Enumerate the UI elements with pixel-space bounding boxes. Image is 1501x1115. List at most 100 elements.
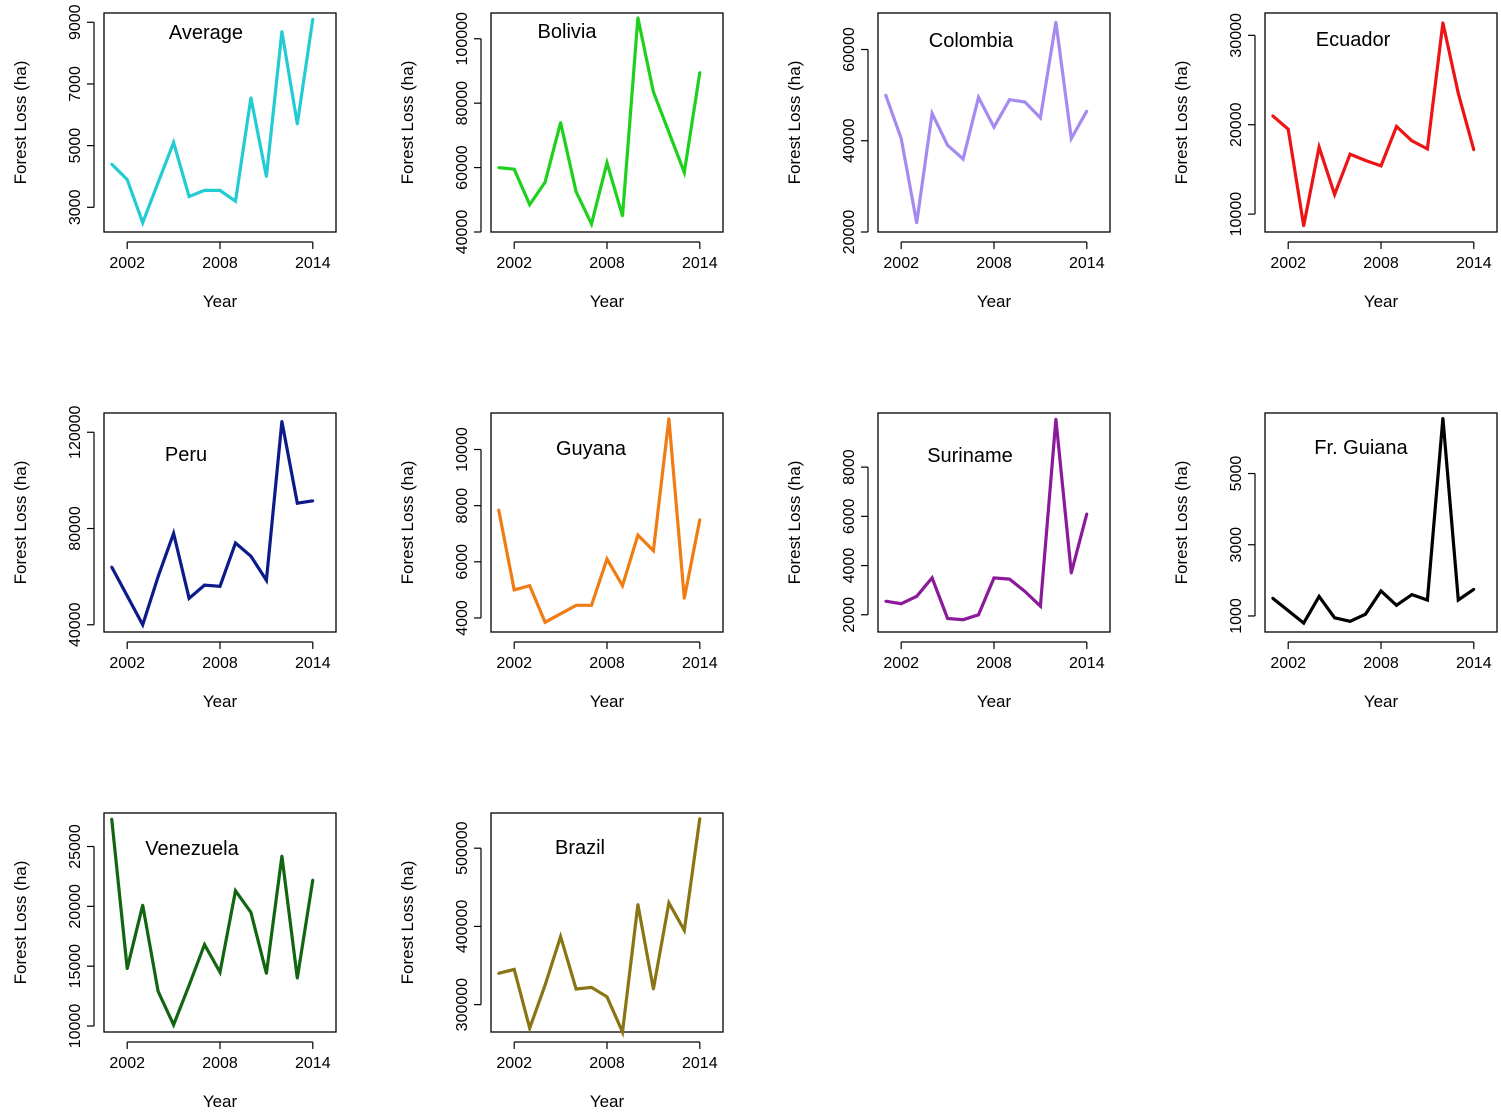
data-point bbox=[265, 578, 268, 582]
data-point bbox=[884, 93, 888, 97]
y-tick-label: 6000 bbox=[841, 498, 858, 534]
data-point bbox=[218, 584, 222, 588]
data-point bbox=[1456, 598, 1460, 602]
x-tick-label: 2002 bbox=[1270, 655, 1306, 672]
data-point bbox=[652, 987, 655, 991]
data-point bbox=[1054, 20, 1058, 24]
data-point bbox=[497, 508, 501, 512]
series-line bbox=[110, 421, 314, 629]
data-point bbox=[1395, 125, 1398, 128]
data-point bbox=[172, 1023, 176, 1027]
data-point bbox=[187, 596, 191, 600]
y-axis-label: Forest Loss (ha) bbox=[398, 861, 417, 985]
y-tick-label: 80000 bbox=[454, 81, 471, 126]
data-point bbox=[156, 575, 160, 579]
data-point bbox=[295, 501, 299, 505]
data-point bbox=[1271, 114, 1275, 118]
data-point bbox=[1008, 98, 1011, 102]
x-tick-label: 2002 bbox=[496, 1055, 532, 1072]
data-point bbox=[543, 180, 547, 184]
x-tick-label: 2008 bbox=[589, 1055, 625, 1072]
data-point bbox=[280, 854, 284, 858]
y-axis-label: Forest Loss (ha) bbox=[11, 861, 30, 985]
chart-panel-peru: 2002 2008 2014 40000 80000 120000 Year Forest L… bbox=[11, 405, 337, 711]
plot-frame bbox=[877, 12, 1111, 233]
data-point bbox=[1379, 589, 1383, 593]
x-tick-label: 2002 bbox=[883, 255, 919, 272]
data-point bbox=[497, 971, 501, 975]
data-point bbox=[141, 903, 145, 907]
y-axis-label: Forest Loss (ha) bbox=[398, 461, 417, 585]
data-point bbox=[528, 1026, 532, 1030]
chart-panel-venezuela: 2002 2008 2014 10000 15000 20000 25000 Year Fore… bbox=[11, 812, 337, 1111]
data-point bbox=[156, 181, 160, 185]
y-tick-label: 5000 bbox=[67, 128, 84, 164]
data-point bbox=[110, 817, 114, 821]
data-point bbox=[1410, 593, 1414, 597]
data-point bbox=[698, 71, 702, 74]
data-point bbox=[543, 983, 547, 987]
x-tick-label: 2008 bbox=[1363, 655, 1399, 672]
data-point bbox=[590, 603, 593, 607]
data-point bbox=[915, 594, 919, 598]
data-point bbox=[125, 594, 129, 598]
data-point bbox=[574, 190, 578, 194]
x-axis-label: Year bbox=[1364, 292, 1399, 311]
data-point bbox=[977, 613, 980, 617]
x-tick-label: 2014 bbox=[295, 655, 331, 672]
chart-panel-brazil: 2002 2008 2014 300000 400000 500000 Year Forest… bbox=[398, 812, 724, 1111]
y-axis-label: Forest Loss (ha) bbox=[785, 461, 804, 585]
data-point bbox=[1271, 596, 1275, 600]
data-point bbox=[528, 203, 532, 207]
x-tick-label: 2014 bbox=[1069, 655, 1105, 672]
series-line bbox=[498, 17, 702, 229]
data-point bbox=[621, 1030, 624, 1034]
data-point bbox=[652, 90, 655, 94]
data-point bbox=[1317, 594, 1321, 598]
data-point bbox=[961, 157, 965, 161]
data-point bbox=[110, 162, 114, 166]
data-point bbox=[559, 121, 562, 124]
data-point bbox=[682, 596, 686, 600]
data-point bbox=[249, 96, 253, 100]
x-axis-label: Year bbox=[590, 1092, 625, 1111]
data-point bbox=[636, 533, 640, 537]
data-point bbox=[1039, 116, 1042, 120]
data-point bbox=[295, 122, 299, 126]
plot-frame bbox=[490, 12, 724, 233]
data-point bbox=[311, 17, 315, 21]
data-point bbox=[1302, 621, 1306, 625]
data-point bbox=[203, 583, 206, 587]
x-tick-label: 2014 bbox=[682, 255, 718, 272]
data-point bbox=[605, 161, 609, 165]
data-point bbox=[280, 420, 284, 423]
y-tick-label: 500000 bbox=[454, 821, 471, 874]
y-tick-label: 4000 bbox=[841, 548, 858, 584]
data-point bbox=[992, 125, 996, 129]
series-line bbox=[498, 818, 702, 1038]
y-tick-label: 7000 bbox=[67, 66, 84, 102]
x-tick-label: 2008 bbox=[976, 255, 1012, 272]
y-tick-label: 4000 bbox=[454, 600, 471, 636]
y-tick-label: 120000 bbox=[67, 405, 84, 458]
y-axis-label: Forest Loss (ha) bbox=[398, 61, 417, 185]
data-point bbox=[1364, 159, 1367, 162]
x-tick-label: 2008 bbox=[589, 655, 625, 672]
data-point bbox=[265, 971, 268, 975]
plot-frame bbox=[490, 412, 724, 633]
y-axis-label: Forest Loss (ha) bbox=[1172, 461, 1191, 585]
y-tick-label: 25000 bbox=[67, 824, 84, 869]
plot-frame bbox=[103, 812, 337, 1033]
data-point bbox=[1472, 148, 1476, 152]
x-tick-label: 2002 bbox=[109, 1055, 145, 1072]
x-tick-label: 2014 bbox=[1456, 655, 1492, 672]
data-point bbox=[187, 195, 191, 198]
series-line bbox=[497, 418, 702, 625]
data-point bbox=[125, 967, 129, 970]
x-tick-label: 2002 bbox=[1270, 255, 1306, 272]
y-tick-label: 3000 bbox=[1228, 527, 1245, 563]
series-line bbox=[884, 21, 1089, 224]
data-point bbox=[1054, 417, 1058, 421]
data-point bbox=[698, 518, 702, 522]
plot-frame bbox=[877, 412, 1111, 633]
